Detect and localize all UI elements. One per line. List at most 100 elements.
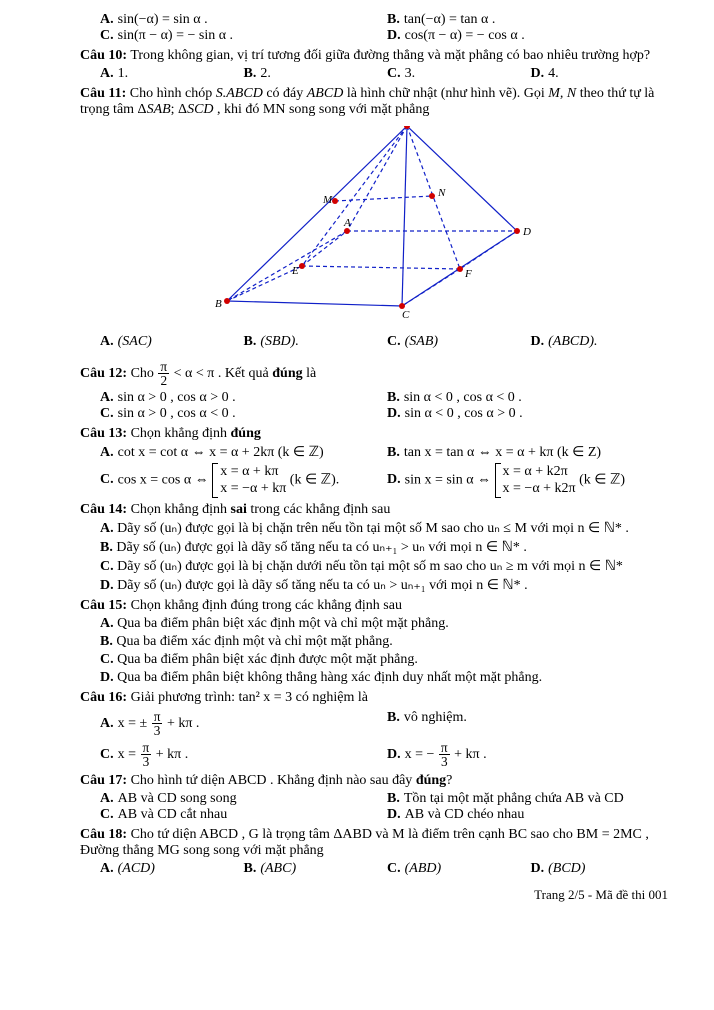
q16-d: D. x = − π3 + kπ . <box>387 741 674 769</box>
q11-t3: là hình chữ nhật (như hình vẽ). Gọi <box>343 86 548 101</box>
q16-d-post: + kπ . <box>451 747 487 762</box>
q13-c-l2: x = −α + kπ <box>220 480 286 498</box>
q11-i1: S.ABCD <box>216 86 263 101</box>
q12-num: π <box>158 360 169 374</box>
q10-d-text: 4. <box>548 66 559 82</box>
q18-options: A.(ACD) B.(ABC) C.(ABD) D.(BCD) <box>100 861 674 877</box>
q16-b-text: vô nghiệm. <box>404 710 467 726</box>
q18-t1: Cho tứ diện ABCD , G là trọng tâm ΔABD v… <box>131 827 649 842</box>
q18-c: C.(ABD) <box>387 861 531 877</box>
q10: Câu 10: Trong không gian, vị trí tương đ… <box>80 48 674 64</box>
q15-label: Câu 15: <box>80 598 127 613</box>
q11-d: D.(ABCD). <box>531 334 675 350</box>
q15-a-text: Qua ba điểm phân biệt xác định một và ch… <box>117 616 449 631</box>
q12-c: C.sin α > 0 , cos α < 0 . <box>100 406 387 422</box>
q11-t4: theo thứ tự là <box>576 86 654 101</box>
q14-text: Chọn khẳng định <box>131 502 231 517</box>
q11-a: A.(SAC) <box>100 334 244 350</box>
q11-b-text: (SBD). <box>260 334 299 350</box>
q15-c: C. Qua ba điểm phân biệt xác định được m… <box>100 652 674 668</box>
q16-d-den: 3 <box>439 755 450 768</box>
q13-text: Chọn khẳng định <box>131 426 231 441</box>
q11-t7: , khi đó MN song song với mặt phẳng <box>214 102 430 117</box>
q11-c-text: (SAB) <box>405 334 438 350</box>
q10-a: A.1. <box>100 66 244 82</box>
q16-c-num: π <box>141 741 152 755</box>
q12: Câu 12: Cho π2 < α < π . Kết quả đúng là <box>80 360 674 388</box>
q18: Câu 18: Cho tứ diện ABCD , G là trọng tâ… <box>80 827 674 859</box>
q12-a: A.sin α > 0 , cos α > 0 . <box>100 390 387 406</box>
q13-d-pre: sin x = sin α ⇔ <box>405 472 495 487</box>
q14-bold: sai <box>231 502 247 517</box>
opt-d: D.cos(π − α) = − cos α . <box>387 28 674 44</box>
q16-d-frac: π3 <box>439 741 450 769</box>
page-footer: Trang 2/5 - Mã đề thi 001 <box>80 887 674 903</box>
q12-pre: Cho <box>131 366 158 381</box>
svg-text:E: E <box>291 265 299 277</box>
opt-a: A.sin(−α) = sin α . <box>100 12 387 28</box>
q17-text2: ? <box>446 773 452 788</box>
q17-label: Câu 17: <box>80 773 127 788</box>
q11-line2: trọng tâm ΔSAB; ΔSCD , khi đó MN song so… <box>80 102 674 118</box>
q15-a: A. Qua ba điểm phân biệt xác định một và… <box>100 616 674 632</box>
q10-options: A.1. B.2. C.3. D.4. <box>100 66 674 82</box>
q12-b: B.sin α < 0 , cos α < 0 . <box>387 390 674 406</box>
opt-b-text: tan(−α) = tan α . <box>404 12 496 28</box>
q11-t6: ; Δ <box>171 102 187 117</box>
q11-label: Câu 11: <box>80 86 126 101</box>
q14-c-text: Dãy số (uₙ) được gọi là bị chặn dưới nếu… <box>117 559 623 574</box>
q13-b-text: tan x = tan α ⇔ x = α + kπ (k ∈ Z) <box>404 444 601 461</box>
opt-a-text: sin(−α) = sin α . <box>118 12 208 28</box>
q11-i5: SAB <box>147 102 171 117</box>
page: A.sin(−α) = sin α . B.tan(−α) = tan α . … <box>0 0 714 903</box>
q16-a-frac: π3 <box>152 710 163 738</box>
q16-a-num: π <box>152 710 163 724</box>
q11-i2: ABCD <box>307 86 344 101</box>
q13-c-bracket: x = α + kπx = −α + kπ <box>212 463 286 498</box>
q15-d: D. Qua ba điểm phân biệt không thẳng hàn… <box>100 670 674 686</box>
q16-label: Câu 16: <box>80 690 127 705</box>
svg-text:C: C <box>402 309 410 321</box>
q16-c-frac: π3 <box>141 741 152 769</box>
q18-d: D.(BCD) <box>531 861 675 877</box>
q18-label: Câu 18: <box>80 827 127 842</box>
svg-text:N: N <box>437 187 446 199</box>
q11-t5: trọng tâm Δ <box>80 102 147 117</box>
q12-c-text: sin α > 0 , cos α < 0 . <box>118 406 236 422</box>
svg-text:D: D <box>522 226 531 238</box>
q15: Câu 15: Chọn khẳng định đúng trong các k… <box>80 598 674 614</box>
q14-b: B. Dãy số (uₙ) được gọi là dãy số tăng n… <box>100 539 674 556</box>
q14-d-text: Dãy số (uₙ) được gọi là dãy số tăng nếu … <box>117 578 527 593</box>
opt-b: B.tan(−α) = tan α . <box>387 12 674 28</box>
q18-c-text: (ABD) <box>405 861 442 877</box>
q12-den: 2 <box>158 374 169 387</box>
q13-row1: A.cot x = cot α ⇔ x = α + 2kπ (k ∈ ℤ) B.… <box>100 444 674 461</box>
q13-d: D. sin x = sin α ⇔ x = α + k2πx = −α + k… <box>387 463 674 498</box>
q10-b: B.2. <box>244 66 388 82</box>
q13-c-pre: cos x = cos α ⇔ <box>118 472 213 487</box>
q13-a-text: cot x = cot α ⇔ x = α + 2kπ (k ∈ ℤ) <box>118 444 324 461</box>
q14: Câu 14: Chọn khẳng định sai trong các kh… <box>80 502 674 518</box>
q14-b-text: Dãy số (uₙ) được gọi là dãy số tăng nếu … <box>116 540 526 555</box>
q13: Câu 13: Chọn khẳng định đúng <box>80 426 674 442</box>
q16-a-pre: x = ± <box>118 716 151 731</box>
q12-post: < α < π . Kết quả <box>170 366 272 381</box>
q13-c-body: cos x = cos α ⇔ x = α + kπx = −α + kπ (k… <box>118 463 340 498</box>
q14-a: A. Dãy số (uₙ) được gọi là bị chặn trên … <box>100 520 674 537</box>
q17-b: B.Tồn tại một mặt phẳng chứa AB và CD <box>387 791 674 807</box>
q10-d: D.4. <box>531 66 675 82</box>
q13-d-l2: x = −α + k2π <box>503 480 576 498</box>
q15-b: B. Qua ba điểm xác định một và chỉ một m… <box>100 634 674 650</box>
q16-c-den: 3 <box>141 755 152 768</box>
q16-d-body: x = − π3 + kπ . <box>405 741 487 769</box>
q12-bold: đúng <box>272 366 302 381</box>
q11: Câu 11: Cho hình chóp S.ABCD có đáy ABCD… <box>80 86 674 118</box>
q17-row1: A.AB và CD song song B.Tồn tại một mặt p… <box>100 791 674 823</box>
q13-d-body: sin x = sin α ⇔ x = α + k2πx = −α + k2π … <box>405 463 625 498</box>
q10-b-text: 2. <box>260 66 271 82</box>
q11-b: B.(SBD). <box>244 334 388 350</box>
q12-d: D.sin α < 0 , cos α > 0 . <box>387 406 674 422</box>
q17-a: A.AB và CD song song <box>100 791 387 807</box>
q15-text: Chọn khẳng định đúng trong các khẳng địn… <box>131 598 402 613</box>
q12-options: A.sin α > 0 , cos α > 0 . B.sin α < 0 , … <box>100 390 674 422</box>
